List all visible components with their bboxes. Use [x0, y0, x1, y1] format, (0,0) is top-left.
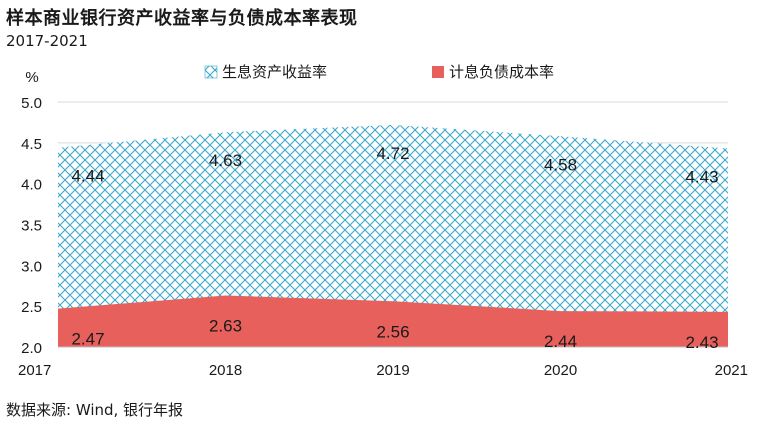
liability-cost-label: 2.44	[544, 332, 577, 351]
asset-yield-area	[58, 124, 728, 347]
y-tick-label: 3.5	[21, 218, 42, 235]
y-tick-label: 5.0	[21, 95, 42, 112]
x-tick-label: 2018	[209, 362, 242, 379]
legend-swatch-asset-yield	[204, 65, 218, 79]
liability-cost-area	[58, 295, 728, 347]
y-tick-label: 2.5	[21, 299, 42, 316]
chart-title: 样本商业银行资产收益率与负债成本率表现	[6, 8, 358, 29]
data-source-note: 数据来源: Wind, 银行年报	[6, 401, 184, 419]
legend-swatch-liability-cost	[432, 66, 444, 78]
liability-cost-label: 2.47	[71, 330, 104, 349]
y-tick-label: 3.0	[21, 258, 42, 275]
y-tick-label: 4.0	[21, 177, 42, 194]
axis-layer: 2.0 2.5 3.0 3.5 4.0 4.5 5.0% 2017 2018 2019 2020 20…	[18, 69, 748, 379]
liability-cost-label: 2.63	[209, 317, 242, 336]
asset-yield-label: 4.43	[685, 168, 718, 187]
x-tick-label: 2019	[376, 362, 409, 379]
asset-yield-label: 4.63	[209, 151, 242, 170]
legend-label-asset-yield: 生息资产收益率	[222, 64, 327, 81]
asset-yield-label: 4.44	[71, 167, 104, 186]
x-tick-label: 2017	[18, 362, 51, 379]
asset-yield-label: 4.58	[544, 155, 577, 174]
y-tick-label: 4.5	[21, 136, 42, 153]
liability-cost-label: 2.56	[376, 322, 409, 341]
legend-label-liability-cost: 计息负债成本率	[449, 64, 554, 81]
chart-subtitle: 2017-2021	[6, 32, 88, 50]
y-axis-unit: %	[25, 69, 38, 86]
x-tick-label: 2020	[544, 362, 577, 379]
asset-yield-label: 4.72	[376, 144, 409, 163]
liability-cost-label: 2.43	[685, 333, 718, 352]
area-layer	[58, 124, 728, 347]
legend: 生息资产收益率 计息负债成本率	[204, 64, 554, 81]
data-label-layer: 4.44 4.63 4.72 4.58 4.43 2.47 2.63 2.56 2.44 2.43	[71, 144, 718, 352]
x-tick-label: 2021	[715, 362, 748, 379]
y-tick-label: 2.0	[21, 340, 42, 357]
